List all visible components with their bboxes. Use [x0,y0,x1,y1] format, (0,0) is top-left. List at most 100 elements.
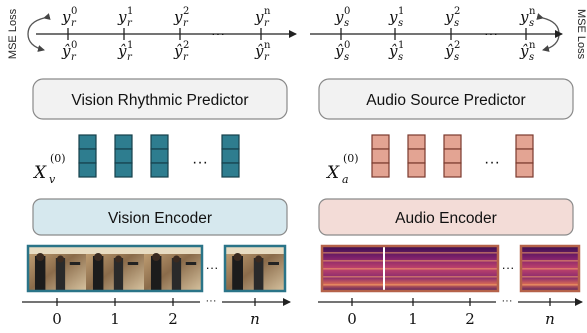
audio-predicted-token-sub: s [529,52,534,63]
vision-target-token-sup: n [264,6,271,17]
mse-loss-label-left: MSE Loss [7,8,19,59]
audio-feature-block [515,134,534,178]
audio-predicted-token-sub: s [398,52,403,63]
audio-target-token-sub: s [454,18,459,29]
media-layer [26,244,581,293]
vision-feature-sub: v [49,173,56,186]
vision-feature-base: X [32,163,47,183]
audio-time-axis-ellipsis: ··· [502,295,513,307]
audio-target-token-sub: s [344,18,349,29]
vision-target-token-base: y [173,8,183,26]
vision-token-ellipsis: ··· [211,25,225,41]
audio-predicted-token-sub: s [344,52,349,63]
vision-predicted-token-sup: n [264,40,271,51]
audio-token-ellipsis: ··· [484,25,498,41]
vision-predicted-token-base: ŷ [117,42,127,60]
vision-predicted-token: ŷ r1 [117,40,133,63]
audio-feature-sub: a [342,173,349,186]
audio-feature-label: X a (0) [325,152,359,186]
audio-target-token: y s1 [388,6,404,29]
vision-time-tick-label: 1 [110,310,120,328]
vision-frames-border [26,244,204,293]
audio-predicted-token-sup: 1 [398,40,404,51]
vision-predicted-token-sub: r [264,52,270,63]
vision-target-token-sup: 2 [183,6,189,17]
vision-predicted-token-base: ŷ [254,42,264,60]
vision-feature-block [221,134,240,178]
vision-target-token-sup: 1 [127,6,133,17]
vision-predicted-token-sub: r [71,52,77,63]
audio-predicted-token: ŷ s0 [334,40,350,63]
vision-time-tick-label: 0 [52,310,62,328]
audio-target-token-base: y [444,8,454,26]
vision-target-token: y r0 [61,6,77,29]
vision-target-token: y r1 [117,6,133,29]
audio-time-tick-label: 1 [408,310,418,328]
audio-target-token-sub: s [398,18,403,29]
vision-time-tick-label: 2 [168,310,178,328]
audio-predicted-token-base: ŷ [388,42,398,60]
vision-predicted-token-sup: 2 [183,40,189,51]
audio-source-predictor-box [318,78,574,120]
vision-target-token-sub: r [183,18,189,29]
audio-time-tick-label: n [545,310,555,328]
audio-predicted-token: ŷ s1 [388,40,404,63]
audio-encoder-box [318,198,574,236]
vision-target-token-base: y [117,8,127,26]
vision-target-token-sub: r [264,18,270,29]
audio-time-tick-label: 0 [347,310,357,328]
audio-target-token-sup: n [529,6,536,17]
audio-predicted-token-sup: 2 [454,40,460,51]
audio-feature-block [443,134,462,178]
audio-feature-ellipsis: ··· [484,154,500,171]
video-frame [86,246,144,291]
vision-predicted-token-sup: 0 [71,40,77,51]
video-frame [225,246,285,291]
audio-target-token-sup: 1 [398,6,404,17]
vision-rhythmic-predictor-label: Vision Rhythmic Predictor [71,92,248,109]
audio-last-frame-border [519,244,581,293]
audio-target-token: y s0 [334,6,350,29]
mse-curve-arrow-left [27,13,51,52]
vision-target-token: y rn [254,6,271,29]
vision-target-token-sup: 0 [71,6,77,17]
vision-feature-sup: (0) [50,152,66,165]
vision-predicted-token-sup: 1 [127,40,133,51]
vision-encoder-box [32,198,288,236]
vision-last-frame-border [223,244,287,293]
audio-feature-base: X [325,163,340,183]
vision-target-token-base: y [61,8,71,26]
vision-feature-block [78,134,97,178]
vision-target-token-sub: r [71,18,77,29]
audio-predicted-token-sub: s [454,52,459,63]
vision-feature-block [150,134,169,178]
audio-feature-sup: (0) [343,152,359,165]
audio-target-token-base: y [334,8,344,26]
spectrogram-frame [521,246,579,291]
audio-predicted-token: ŷ sn [519,40,536,63]
audio-target-token-sup: 0 [344,6,350,17]
vision-predicted-token-base: ŷ [173,42,183,60]
vision-predicted-token-sub: r [127,52,133,63]
audio-feature-block [407,134,426,178]
vision-time-tick-label: n [250,310,260,328]
audio-predicted-token: ŷ s2 [444,40,460,63]
spectrogram-frame [385,246,443,291]
vision-predicted-token: ŷ r0 [61,40,77,63]
vision-feature-label: X v (0) [32,152,66,186]
vision-predicted-token: ŷ rn [254,40,271,63]
audio-target-token-sub: s [529,18,534,29]
audio-target-token-sup: 2 [454,6,460,17]
audio-predicted-token-sup: 0 [344,40,350,51]
audio-predicted-token-base: ŷ [519,42,529,60]
vision-target-token-base: y [254,8,264,26]
audio-target-token-base: y [388,8,398,26]
mse-loss-label-right: MSE Loss [575,9,587,60]
vision-target-token-sub: r [127,18,133,29]
audio-target-token: y sn [519,6,536,29]
vision-predicted-token-sub: r [183,52,189,63]
audio-predicted-token-sup: n [529,40,536,51]
audio-frames-border [320,244,500,293]
video-frame [28,246,86,291]
vision-rhythmic-predictor-box [32,78,288,120]
